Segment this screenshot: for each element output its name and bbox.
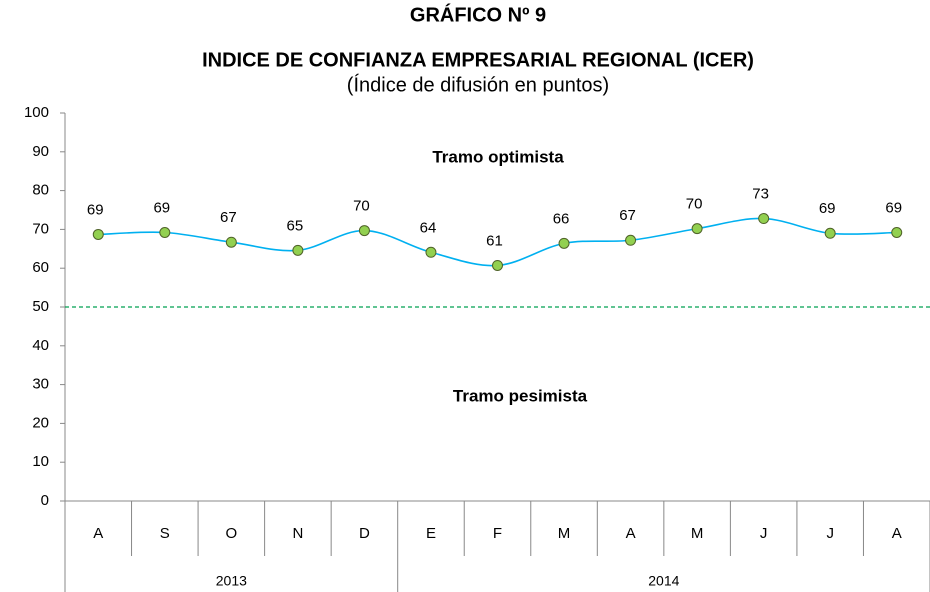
chart-subtitle: INDICE DE CONFIANZA EMPRESARIAL REGIONAL…	[202, 49, 754, 71]
marker	[159, 227, 171, 239]
y-tick-label: 60	[32, 259, 49, 276]
x-tick-label: D	[359, 525, 370, 542]
annotation: Tramo pesimista	[453, 386, 588, 405]
y-tick-label: 10	[32, 453, 49, 470]
x-tick-label: A	[93, 525, 103, 542]
data-label: 61	[486, 232, 503, 249]
data-label: 69	[885, 199, 902, 216]
data-label: 70	[353, 198, 370, 215]
y-tick-label: 80	[32, 182, 49, 199]
y-tick-label: 50	[32, 298, 49, 315]
data-label: 69	[153, 199, 170, 216]
data-label: 65	[287, 217, 304, 234]
marker	[758, 213, 770, 225]
marker	[358, 225, 370, 237]
marker	[425, 246, 437, 258]
x-tick-label: M	[558, 525, 571, 542]
y-tick-label: 70	[32, 220, 49, 237]
data-label: 64	[420, 219, 437, 236]
marker	[625, 234, 637, 246]
marker	[292, 244, 304, 256]
marker	[691, 223, 703, 235]
x-tick-label: F	[493, 525, 502, 542]
x-tick-label: A	[626, 525, 636, 542]
data-label: 69	[819, 200, 836, 217]
x-tick-label: J	[760, 525, 768, 542]
marker	[92, 228, 104, 240]
y-tick-label: 20	[32, 414, 49, 431]
marker	[492, 259, 503, 271]
x-tick-label: N	[292, 525, 303, 542]
y-tick-label: 100	[24, 104, 49, 121]
x-tick-label: O	[226, 525, 238, 542]
data-label: 67	[619, 207, 636, 224]
chart-title: GRÁFICO Nº 9	[410, 3, 546, 26]
x-tick-label: A	[892, 525, 902, 542]
y-tick-label: 90	[32, 143, 49, 160]
data-label: 70	[686, 196, 703, 213]
x-tick-label: J	[826, 525, 834, 542]
annotation: Tramo optimista	[432, 147, 564, 166]
data-label: 66	[553, 210, 570, 227]
group-label: 2014	[648, 573, 679, 589]
x-tick-label: E	[426, 525, 436, 542]
x-tick-label: S	[160, 525, 170, 542]
marker	[891, 227, 903, 239]
y-tick-label: 0	[41, 492, 49, 509]
marker	[558, 237, 570, 249]
group-label: 2013	[216, 573, 247, 589]
x-tick-label: M	[691, 525, 704, 542]
data-label: 69	[87, 201, 104, 218]
chart-note: (Índice de difusión en puntos)	[347, 73, 609, 96]
marker	[225, 236, 237, 248]
y-tick-label: 30	[32, 376, 49, 393]
y-tick-label: 40	[32, 337, 49, 354]
marker	[824, 227, 836, 239]
data-label: 73	[752, 186, 769, 203]
data-label: 67	[220, 209, 237, 226]
